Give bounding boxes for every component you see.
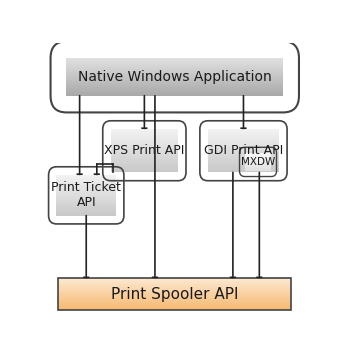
FancyBboxPatch shape — [239, 147, 277, 177]
FancyBboxPatch shape — [48, 167, 124, 224]
Text: MXDW: MXDW — [241, 157, 275, 167]
FancyBboxPatch shape — [50, 41, 299, 113]
Text: Print Spooler API: Print Spooler API — [111, 287, 238, 302]
Bar — [59, 278, 291, 310]
FancyBboxPatch shape — [200, 121, 287, 181]
Text: XPS Print API: XPS Print API — [104, 144, 184, 157]
FancyBboxPatch shape — [103, 121, 186, 181]
Text: GDI Print API: GDI Print API — [204, 144, 283, 157]
Text: Native Windows Application: Native Windows Application — [78, 70, 272, 84]
Text: Print Ticket
API: Print Ticket API — [51, 181, 121, 209]
